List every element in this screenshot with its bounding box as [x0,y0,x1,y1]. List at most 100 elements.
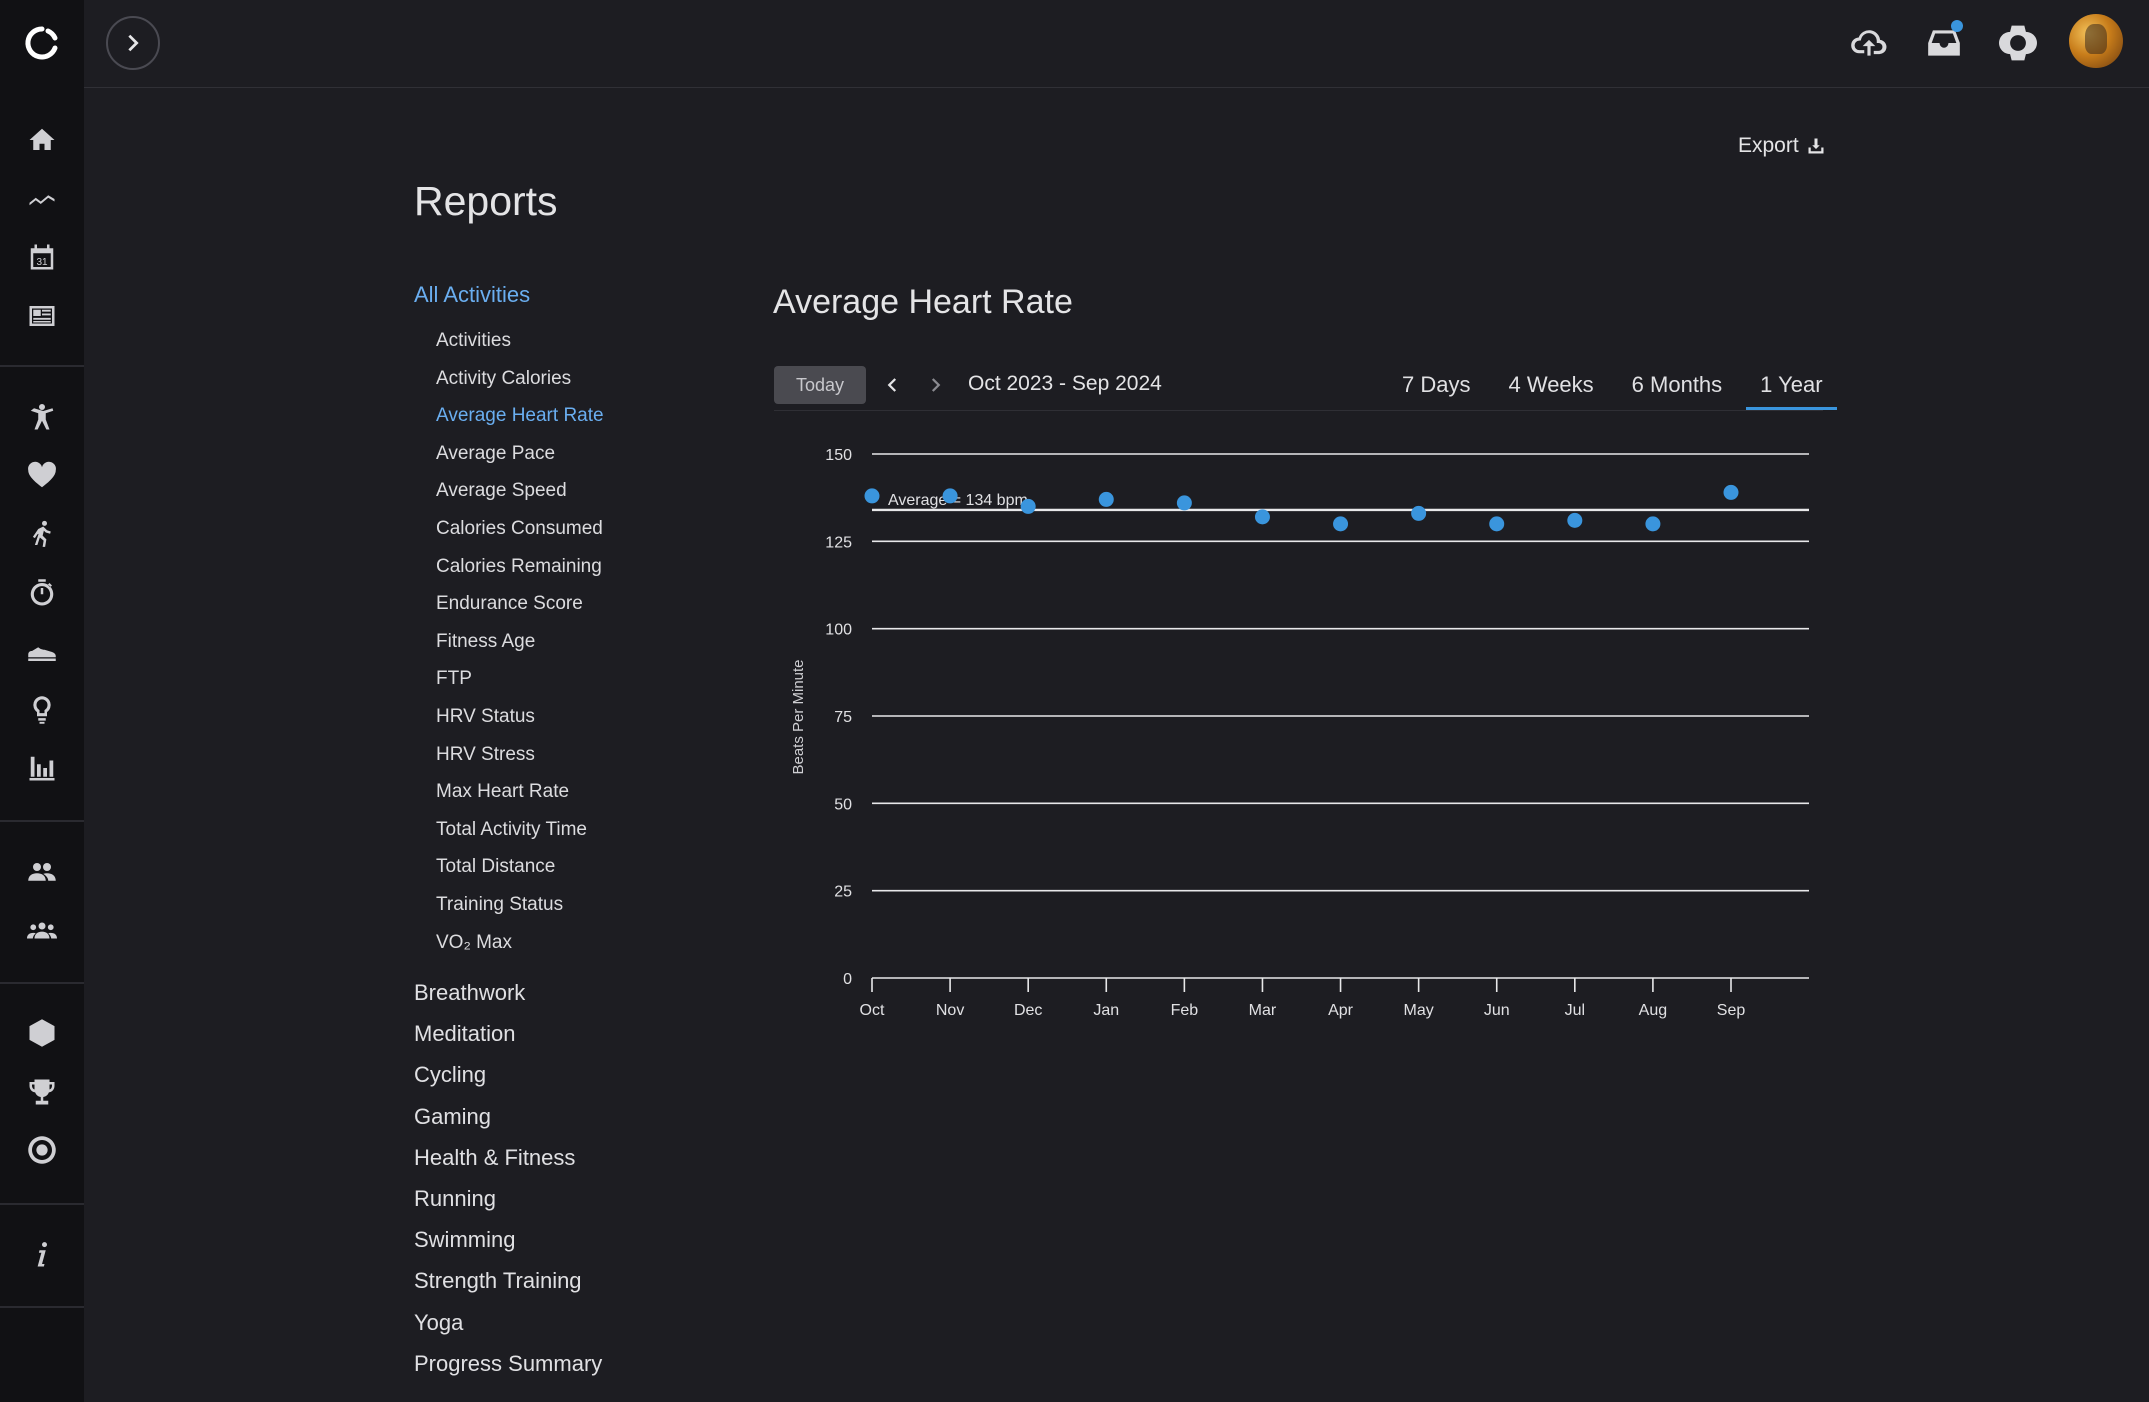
y-tick-label: 125 [825,534,852,551]
trophy-icon[interactable] [0,1063,84,1122]
shoe-icon[interactable] [0,622,84,681]
x-tick-label: Dec [1014,1002,1042,1019]
x-tick-label: Aug [1639,1002,1667,1019]
data-point[interactable] [1333,516,1349,532]
category-item[interactable]: Gaming [414,1103,492,1129]
groups-icon[interactable] [0,902,84,961]
report-item[interactable]: Training Status [436,893,564,915]
category-item[interactable]: Strength Training [414,1268,582,1294]
watch-icon[interactable] [1993,18,2043,68]
report-item[interactable]: HRV Status [436,705,535,727]
data-point[interactable] [1176,495,1192,511]
x-tick-label: Feb [1171,1002,1199,1019]
range-tab[interactable]: 6 Months [1631,372,1723,397]
report-item[interactable]: Activity Calories [436,367,572,389]
previous-period-button[interactable] [880,372,906,398]
reports-icon[interactable] [0,739,84,798]
data-point[interactable] [1645,516,1661,532]
report-list: Activities Activity Calories Average Heart… [436,325,696,964]
date-range: Oct 2023 - Sep 2024 [968,372,1162,395]
activity-trend-icon[interactable] [0,170,84,229]
report-item[interactable]: Average Speed [436,480,567,502]
report-item[interactable]: FTP [436,668,472,690]
category-item[interactable]: Swimming [414,1227,516,1253]
x-tick-label: Jun [1484,1002,1510,1019]
report-item[interactable]: Max Heart Rate [436,781,570,803]
top-bar [84,0,2149,88]
today-button[interactable]: Today [774,366,866,404]
average-label: Average = 134 bpm [888,492,1028,509]
report-item[interactable]: Total Distance [436,856,556,878]
y-tick-label: 0 [843,971,852,988]
data-point[interactable] [1567,512,1583,528]
report-item[interactable]: Endurance Score [436,593,583,615]
notification-dot [1951,20,1963,32]
insights-icon[interactable] [0,681,84,740]
category-item[interactable]: Running [414,1185,496,1211]
report-item[interactable]: Activities [436,330,511,351]
running-icon[interactable] [0,505,84,564]
y-tick-label: 25 [834,884,852,901]
category-item[interactable]: Progress Summary [414,1350,603,1376]
range-tab[interactable]: 1 Year [1746,362,1837,410]
data-point[interactable] [1020,498,1036,514]
page-title: Reports [414,178,558,224]
data-point[interactable] [864,488,880,504]
chevron-right-icon [128,34,139,52]
range-divider [774,410,1823,411]
calendar-icon[interactable]: 31 [0,228,84,287]
category-item[interactable]: Cycling [414,1062,487,1088]
x-tick-label: Mar [1249,1002,1277,1019]
chevron-left-icon [887,378,897,392]
category-item[interactable]: Breathwork [414,980,526,1005]
category-item[interactable]: Health & Fitness [414,1144,576,1170]
app-logo-icon[interactable] [0,18,84,68]
category-item[interactable]: Yoga [414,1309,464,1335]
x-tick-label: Oct [860,1002,885,1019]
data-point[interactable] [1098,491,1114,507]
goal-icon[interactable] [0,1121,84,1180]
info-icon[interactable] [0,1225,84,1284]
expand-sidebar-button[interactable] [106,16,160,70]
range-tab[interactable]: 7 Days [1402,372,1471,397]
calendar-day-text: 31 [36,257,48,268]
avatar[interactable] [2069,14,2123,68]
report-item[interactable]: Calories Consumed [436,517,603,539]
export-label: Export [1738,134,1799,157]
report-item[interactable]: Average Heart Rate [436,405,604,427]
connections-icon[interactable] [0,843,84,902]
data-point[interactable] [1411,505,1427,521]
report-item[interactable]: HRV Stress [436,743,535,765]
report-item[interactable]: Fitness Age [436,630,536,652]
inbox-icon[interactable] [1919,18,1969,68]
range-tab[interactable]: 4 Weeks [1508,372,1594,397]
stopwatch-icon[interactable] [0,564,84,623]
report-item[interactable]: Average Pace [436,442,556,464]
next-period-button[interactable] [922,372,948,398]
badges-icon[interactable] [0,1004,84,1063]
x-tick-label: Jan [1093,1002,1119,1019]
data-point[interactable] [942,488,958,504]
report-item[interactable]: VO₂ Max [436,931,512,953]
fitness-icon[interactable] [0,388,84,447]
report-item[interactable]: Calories Remaining [436,555,602,577]
nav-all-activities[interactable]: All Activities [414,282,531,307]
heart-icon[interactable] [0,447,84,506]
upload-icon[interactable] [1844,18,1894,68]
data-point[interactable] [1254,509,1270,525]
y-tick-label: 150 [825,447,852,464]
range-tabs: 7 Days 4 Weeks 6 Months 1 Year [1378,362,1837,410]
chevron-right-icon [931,378,941,392]
report-item[interactable]: Total Activity Time [436,818,587,840]
export-button[interactable]: Export [1738,134,1825,158]
data-point[interactable] [1723,484,1739,500]
news-icon[interactable] [0,287,84,346]
x-tick-label: Jul [1565,1002,1585,1019]
category-item[interactable]: Meditation [414,1021,516,1047]
left-nav-rail: 31 [0,0,84,1402]
y-tick-label: 50 [834,796,852,813]
home-icon[interactable] [0,111,84,170]
data-point[interactable] [1489,516,1505,532]
chart-title: Average Heart Rate [773,283,1073,321]
x-tick-label: Sep [1717,1002,1746,1019]
